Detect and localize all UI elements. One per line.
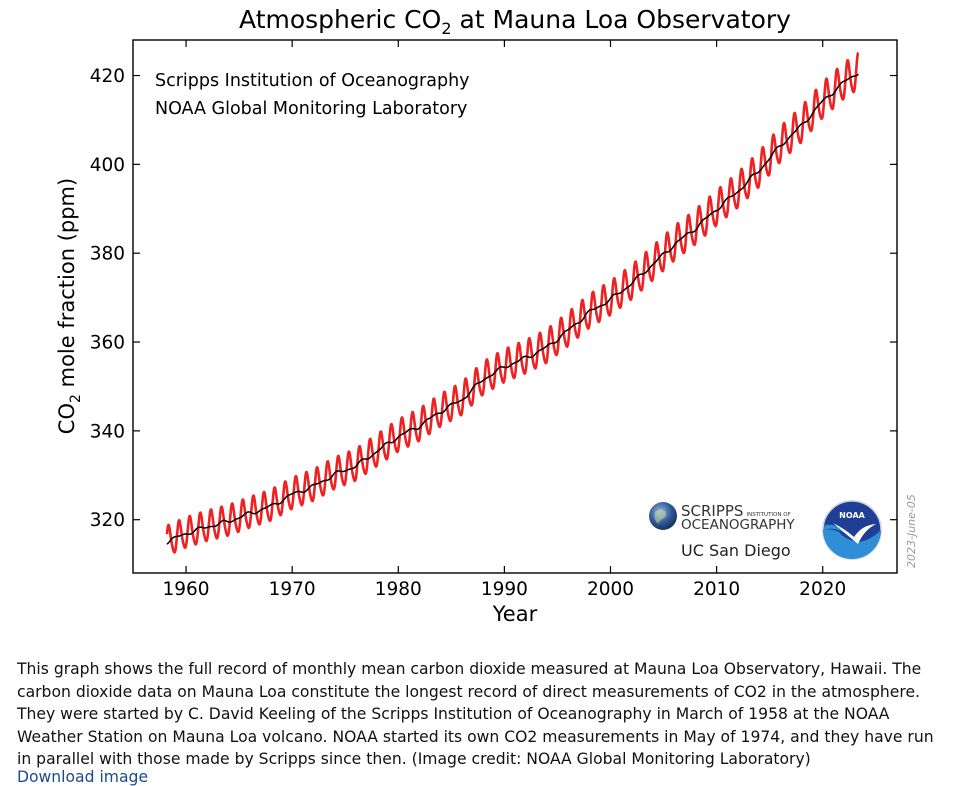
y-axis-label: CO2 mole fraction (ppm) xyxy=(55,178,84,434)
y-axis-label-sub: 2 xyxy=(68,394,84,403)
x-tick-label: 1970 xyxy=(269,579,316,600)
scripps-wordmark: SCRIPPS INSTITUTION OF xyxy=(681,502,791,520)
scripps-line2: OCEANOGRAPHY xyxy=(681,517,795,533)
chart-title-tail: at Mauna Loa Observatory xyxy=(452,5,792,34)
chart-title: Atmospheric CO2 at Mauna Loa Observatory xyxy=(239,5,791,38)
y-tick-label: 360 xyxy=(90,333,125,354)
date-stamp: 2023-June-05 xyxy=(905,494,918,568)
scripps-small: INSTITUTION OF xyxy=(746,512,790,518)
x-tick-label: 2000 xyxy=(587,579,634,600)
noaa-water-icon xyxy=(823,524,881,559)
noaa-wordmark: NOAA xyxy=(839,511,865,520)
co2-chart: Atmospheric CO2 at Mauna Loa Observatory… xyxy=(55,5,918,626)
y-tick-label: 340 xyxy=(90,421,125,442)
annotation-noaa: NOAA Global Monitoring Laboratory xyxy=(155,99,467,119)
x-tick-label: 1980 xyxy=(375,579,422,600)
x-tick-label: 2020 xyxy=(799,579,846,600)
scripps-big: SCRIPPS xyxy=(681,502,743,520)
trend-line xyxy=(166,73,859,545)
x-tick-label: 2010 xyxy=(693,579,740,600)
plot-frame xyxy=(132,39,898,574)
scripps-logo: SCRIPPS INSTITUTION OF OCEANOGRAPHY UC Sa… xyxy=(649,502,795,560)
y-tick-label: 400 xyxy=(90,155,125,176)
chart-title-main: Atmospheric CO xyxy=(239,5,441,34)
x-tick-label: 1960 xyxy=(163,579,210,600)
chart-title-subscript: 2 xyxy=(441,19,451,38)
y-axis-label-pre: CO xyxy=(55,403,79,434)
y-tick-label: 380 xyxy=(90,244,125,265)
y-tick-label: 420 xyxy=(90,66,125,87)
x-axis-label: Year xyxy=(492,602,538,626)
series-layer xyxy=(165,51,860,554)
y-tick-label: 320 xyxy=(90,510,125,531)
ucsd-wordmark: UC San Diego xyxy=(681,541,791,560)
y-axis-label-post: mole fraction (ppm) xyxy=(55,178,79,394)
download-image-link[interactable]: Download image xyxy=(17,768,149,786)
monthly-mean-line xyxy=(165,51,860,554)
x-axis: 1960 1970 1980 1990 2000 2010 2020 xyxy=(163,40,846,600)
figure-caption: This graph shows the full record of mont… xyxy=(17,660,934,769)
noaa-bird-icon xyxy=(833,523,876,544)
noaa-logo: NOAA xyxy=(822,500,882,560)
annotation-scripps: Scripps Institution of Oceanography xyxy=(155,71,470,91)
x-tick-label: 1990 xyxy=(481,579,528,600)
globe-land-icon xyxy=(654,509,667,524)
y-axis: 320 340 360 380 400 420 xyxy=(90,66,897,531)
